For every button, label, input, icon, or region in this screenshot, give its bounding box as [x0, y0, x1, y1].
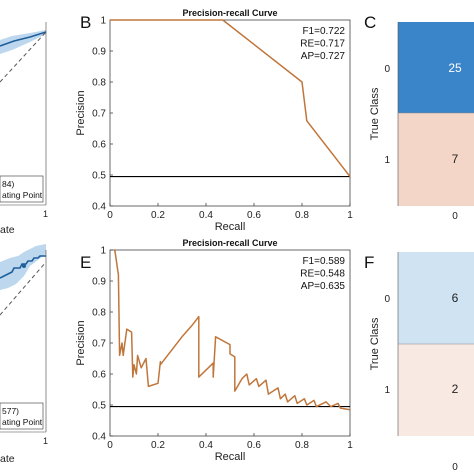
pr-e-x-tick-label: 0.4	[199, 440, 213, 451]
panel-letter-b: B	[80, 13, 91, 32]
pr-e-y-axis-label: Precision	[75, 320, 87, 365]
pr-b-series-line	[110, 19, 351, 178]
cm-c-value-0-0: 25	[448, 61, 462, 75]
roc-bottom-legend-2: ating Point	[2, 417, 43, 427]
pr-e-y-tick-label: 1	[100, 246, 106, 257]
cm-c-row-label-0: 0	[384, 64, 390, 75]
pr-e-y-tick-label: 0.9	[92, 277, 106, 288]
pr-b-y-tick-label: 0.7	[92, 109, 106, 120]
pr-e-y-tick-label: 0.5	[92, 401, 106, 412]
pr-b-stat-label: F1=0.722	[302, 26, 345, 37]
pr-b-x-axis-label: Recall	[215, 221, 246, 233]
pr-e-stat-label: AP=0.635	[301, 281, 346, 292]
roc-top-fragment: 84) ating Point 1 ate	[0, 22, 48, 236]
pr-b-plot-frame	[109, 19, 351, 207]
pr-chart-e: Precision-recall Curve 0 0.2 0.4 0.6 0.8 1 0.4 0…	[75, 238, 353, 463]
cm-f-ylabel: True Class	[369, 317, 381, 370]
roc-bottom-tick: 1	[43, 436, 48, 446]
pr-b-x-tick-label: 0.2	[151, 210, 165, 221]
pr-e-x-tick-label: 0	[107, 440, 113, 451]
panel-letter-e: E	[80, 253, 91, 272]
roc-top-legend-2: ating Point	[2, 190, 43, 200]
roc-top-legend-box	[0, 175, 44, 203]
cm-c-ylabel: True Class	[369, 87, 381, 140]
cm-f-value-0-0: 6	[452, 291, 459, 305]
roc-top-diagonal	[0, 31, 47, 83]
pr-e-y-tick-label: 0.4	[92, 432, 106, 443]
roc-bottom-fragment: 577) ating Point 1 ate	[0, 244, 48, 465]
roc-top-tick: 1	[43, 209, 48, 219]
pr-b-y-axis-label: Precision	[75, 90, 87, 135]
pr-b-y-tick-label: 0.9	[92, 47, 106, 58]
pr-b-stat-label: RE=0.717	[300, 39, 345, 50]
pr-e-stat-label: RE=0.548	[300, 269, 345, 280]
roc-top-legend-1: 84)	[2, 179, 14, 189]
pr-b-x-tick-label: 0.8	[295, 210, 309, 221]
pr-e-y-tick-label: 0.7	[92, 339, 106, 350]
pr-b-y-tick-label: 1	[100, 16, 106, 27]
cm-c-cell-1-0	[398, 113, 474, 206]
cm-f-row-label-0: 0	[384, 294, 390, 305]
pr-e-x-tick-label: 0.8	[295, 440, 309, 451]
cm-c-value-1-0: 7	[452, 152, 459, 166]
roc-bottom-xlabel: ate	[0, 453, 15, 465]
roc-bottom-diagonal	[0, 261, 47, 316]
panel-letter-c: C	[364, 13, 376, 32]
confusion-matrix-c: 25 7 0 1 0 True Class	[369, 22, 474, 222]
pr-chart-b: Precision-recall Curve 0 0.2 0.4 0.6 0.8 1 0.4 0…	[75, 8, 353, 233]
cm-f-cell-0-0	[398, 252, 474, 344]
pr-b-x-tick-label: 0	[107, 210, 113, 221]
pr-b-stat-label: AP=0.727	[301, 51, 346, 62]
roc-top-curve	[0, 31, 47, 47]
cm-f-col-label-0: 0	[452, 462, 458, 473]
confusion-matrix-f: 6 2 0 1 0 True Class	[369, 252, 474, 473]
pr-b-y-tick-label: 0.5	[92, 171, 106, 182]
pr-e-x-axis-label: Recall	[215, 451, 246, 463]
pr-b-y-tick-label: 0.8	[92, 78, 106, 89]
cm-f-row-label-1: 1	[384, 385, 390, 396]
roc-bottom-curve	[0, 255, 46, 279]
pr-e-plot-frame	[109, 249, 351, 437]
cm-f-cell-1-0	[398, 344, 474, 436]
pr-b-y-tick-label: 0.4	[92, 202, 106, 213]
cm-f-value-1-0: 2	[452, 382, 459, 396]
pr-e-series-line	[114, 249, 351, 411]
pr-e-title: Precision-recall Curve	[182, 238, 277, 248]
roc-bottom-legend-box	[0, 402, 44, 430]
pr-b-title: Precision-recall Curve	[182, 8, 277, 18]
pr-b-x-tick-label: 0.6	[247, 210, 261, 221]
roc-bottom-legend-1: 577)	[2, 406, 19, 416]
roc-bottom-operating-point	[22, 264, 26, 268]
cm-c-cell-0-0	[398, 22, 474, 113]
pr-e-x-tick-label: 0.2	[151, 440, 165, 451]
roc-top-xlabel: ate	[0, 224, 15, 236]
pr-b-y-tick-label: 0.6	[92, 140, 106, 151]
pr-e-y-tick-label: 0.6	[92, 370, 106, 381]
pr-e-stat-label: F1=0.589	[302, 256, 345, 267]
pr-e-y-tick-label: 0.8	[92, 308, 106, 319]
cm-c-row-label-1: 1	[384, 155, 390, 166]
pr-e-x-tick-label: 1	[347, 440, 353, 451]
pr-e-x-tick-label: 0.6	[247, 440, 261, 451]
pr-b-x-tick-label: 0.4	[199, 210, 213, 221]
cm-c-col-label-0: 0	[452, 211, 458, 222]
pr-b-x-tick-label: 1	[347, 210, 353, 221]
panel-letter-f: F	[364, 253, 374, 272]
